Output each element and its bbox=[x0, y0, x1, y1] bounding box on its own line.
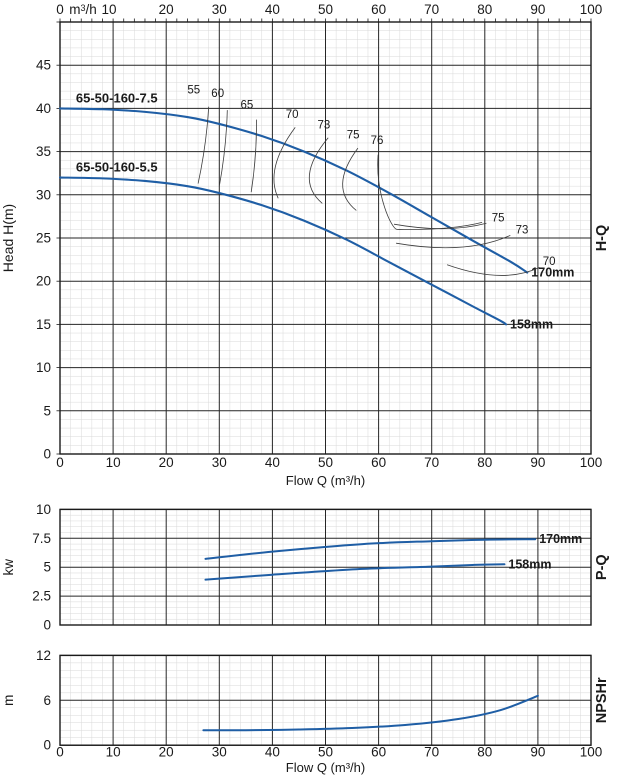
svg-text:12: 12 bbox=[36, 648, 51, 663]
svg-text:80: 80 bbox=[477, 455, 492, 470]
svg-text:10: 10 bbox=[101, 2, 116, 17]
svg-text:70: 70 bbox=[424, 455, 439, 470]
svg-text:75: 75 bbox=[347, 130, 360, 142]
svg-text:m: m bbox=[1, 695, 16, 706]
svg-text:70: 70 bbox=[286, 109, 299, 121]
svg-text:60: 60 bbox=[211, 88, 224, 100]
svg-text:10: 10 bbox=[36, 502, 51, 517]
svg-text:70: 70 bbox=[424, 745, 439, 760]
svg-text:30: 30 bbox=[212, 745, 227, 760]
svg-text:0: 0 bbox=[56, 745, 64, 760]
svg-text:20: 20 bbox=[159, 2, 174, 17]
svg-text:H-Q: H-Q bbox=[594, 225, 610, 252]
svg-text:Flow Q (m³/h): Flow Q (m³/h) bbox=[286, 473, 365, 488]
svg-text:10: 10 bbox=[106, 455, 121, 470]
svg-text:40: 40 bbox=[265, 455, 280, 470]
svg-text:73: 73 bbox=[516, 225, 529, 237]
svg-text:50: 50 bbox=[318, 455, 333, 470]
svg-text:35: 35 bbox=[36, 144, 51, 159]
svg-text:40: 40 bbox=[265, 745, 280, 760]
svg-text:5: 5 bbox=[43, 403, 51, 418]
svg-text:65-50-160-5.5: 65-50-160-5.5 bbox=[76, 160, 158, 175]
svg-text:2.5: 2.5 bbox=[32, 589, 51, 604]
svg-text:20: 20 bbox=[36, 274, 51, 289]
svg-text:7.5: 7.5 bbox=[32, 531, 51, 546]
svg-text:60: 60 bbox=[371, 2, 386, 17]
svg-text:100: 100 bbox=[580, 455, 603, 470]
svg-text:70: 70 bbox=[543, 256, 556, 268]
svg-text:Flow Q (m³/h): Flow Q (m³/h) bbox=[286, 760, 365, 775]
svg-text:15: 15 bbox=[36, 317, 51, 332]
svg-text:Head H(m): Head H(m) bbox=[0, 204, 16, 272]
svg-text:73: 73 bbox=[318, 119, 331, 131]
svg-text:100: 100 bbox=[580, 2, 603, 17]
svg-text:40: 40 bbox=[36, 101, 51, 116]
svg-text:10: 10 bbox=[36, 360, 51, 375]
svg-text:90: 90 bbox=[530, 455, 545, 470]
svg-text:40: 40 bbox=[265, 2, 280, 17]
svg-text:20: 20 bbox=[159, 455, 174, 470]
svg-text:P-Q: P-Q bbox=[594, 554, 610, 580]
svg-text:6: 6 bbox=[43, 693, 51, 708]
svg-text:70: 70 bbox=[424, 2, 439, 17]
svg-text:kw: kw bbox=[1, 559, 16, 576]
svg-text:30: 30 bbox=[36, 187, 51, 202]
svg-text:65: 65 bbox=[241, 99, 254, 111]
svg-text:0: 0 bbox=[43, 618, 51, 633]
svg-text:60: 60 bbox=[371, 745, 386, 760]
svg-text:25: 25 bbox=[36, 231, 51, 246]
svg-text:80: 80 bbox=[477, 2, 492, 17]
svg-text:80: 80 bbox=[477, 745, 492, 760]
svg-text:90: 90 bbox=[530, 745, 545, 760]
svg-text:30: 30 bbox=[212, 2, 227, 17]
svg-text:76: 76 bbox=[371, 135, 384, 147]
svg-text:75: 75 bbox=[492, 213, 505, 225]
svg-text:65-50-160-7.5: 65-50-160-7.5 bbox=[76, 90, 158, 105]
svg-text:50: 50 bbox=[318, 745, 333, 760]
svg-text:158mm: 158mm bbox=[508, 557, 551, 571]
svg-text:45: 45 bbox=[36, 58, 51, 73]
svg-text:0: 0 bbox=[56, 455, 64, 470]
svg-text:100: 100 bbox=[580, 745, 603, 760]
svg-text:90: 90 bbox=[530, 2, 545, 17]
svg-text:55: 55 bbox=[187, 85, 200, 97]
svg-text:0: 0 bbox=[43, 447, 51, 462]
svg-text:5: 5 bbox=[43, 560, 51, 575]
svg-text:0: 0 bbox=[43, 738, 51, 753]
svg-text:20: 20 bbox=[159, 745, 174, 760]
svg-text:60: 60 bbox=[371, 455, 386, 470]
svg-text:158mm: 158mm bbox=[510, 317, 553, 331]
svg-text:50: 50 bbox=[318, 2, 333, 17]
svg-text:30: 30 bbox=[212, 455, 227, 470]
svg-text:170mm: 170mm bbox=[539, 532, 582, 546]
svg-text:10: 10 bbox=[106, 745, 121, 760]
svg-text:0: 0 bbox=[56, 2, 64, 17]
svg-text:NPSHr: NPSHr bbox=[594, 677, 610, 723]
